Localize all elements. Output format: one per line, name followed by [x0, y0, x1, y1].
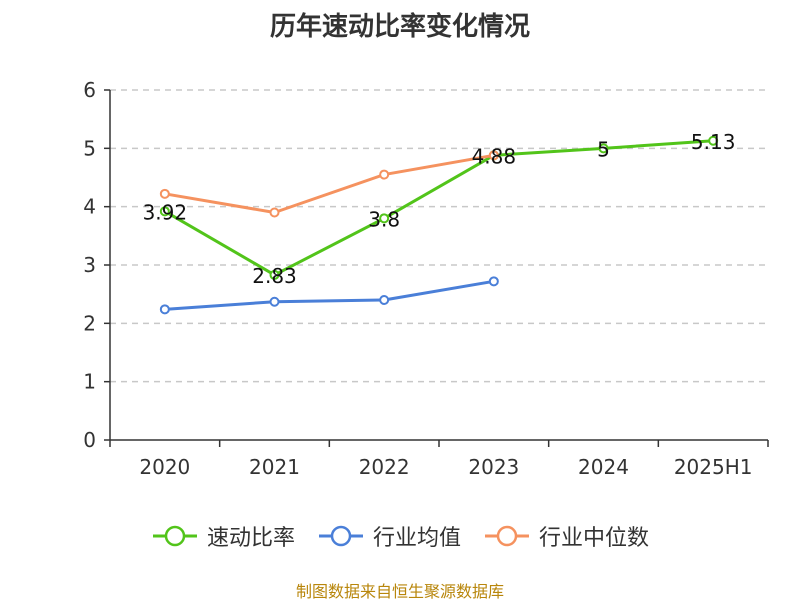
y-tick-label-3: 3: [83, 253, 96, 277]
legend-label-industry-median: 行业中位数: [539, 526, 650, 551]
x-tick-label-2021: 2021: [249, 455, 300, 479]
legend-label-quick-ratio: 速动比率: [206, 526, 295, 551]
data-point-2-3[interactable]: [488, 150, 499, 161]
data-point-1-0[interactable]: [159, 304, 170, 315]
data-point-2-0[interactable]: [159, 188, 170, 199]
data-label-0-3: 4.88: [472, 144, 517, 168]
x-tick-label-2025H1: 2025H1: [674, 455, 753, 479]
data-label-0-0: 3.92: [143, 200, 188, 224]
legend-swatch-quick-ratio: [152, 525, 197, 547]
x-tick-label-2020: 2020: [139, 455, 190, 479]
data-point-0-1[interactable]: [269, 269, 280, 280]
data-point-0-0[interactable]: [159, 206, 170, 217]
data-label-0-4: 5: [597, 137, 610, 161]
legend: 速动比率 行业均值 行业中位数: [0, 520, 800, 552]
series-line-2: [164, 153, 495, 214]
data-point-1-3[interactable]: [488, 276, 499, 287]
legend-swatch-industry-median: [485, 525, 529, 547]
y-tick-label-0: 0: [83, 428, 96, 452]
data-label-0-5: 5.13: [691, 130, 736, 154]
data-point-0-5[interactable]: [708, 135, 719, 146]
y-tick-label-1: 1: [83, 370, 96, 394]
data-point-2-1[interactable]: [269, 207, 280, 218]
legend-item-industry-mean[interactable]: 行业均值: [317, 520, 461, 552]
y-tick-label-4: 4: [83, 195, 96, 219]
data-point-1-2[interactable]: [379, 295, 390, 305]
legend-swatch-industry-mean: [318, 525, 363, 547]
legend-item-industry-median[interactable]: 行业中位数: [483, 520, 649, 552]
x-tick-label-2024: 2024: [578, 455, 629, 479]
x-tick-label-2023: 2023: [468, 455, 519, 479]
series-line-1: [164, 279, 495, 311]
data-point-1-1[interactable]: [269, 296, 280, 307]
x-tick-label-2022: 2022: [359, 455, 410, 479]
source-note: 制图数据来自恒生聚源数据库: [295, 582, 504, 601]
series-line-0: [164, 139, 714, 277]
data-point-0-4[interactable]: [598, 143, 609, 154]
y-tick-label-2: 2: [83, 311, 96, 335]
y-tick-label-6: 6: [83, 78, 96, 102]
data-point-0-2[interactable]: [379, 213, 390, 224]
data-label-0-2: 3.8: [368, 207, 400, 231]
y-tick-label-5: 5: [83, 136, 96, 160]
legend-label-industry-mean: 行业均值: [372, 526, 461, 551]
data-point-2-2[interactable]: [379, 169, 390, 180]
legend-item-quick-ratio[interactable]: 速动比率: [151, 520, 295, 552]
data-label-0-1: 2.83: [252, 264, 297, 288]
chart-title: 历年速动比率变化情况: [269, 12, 530, 42]
